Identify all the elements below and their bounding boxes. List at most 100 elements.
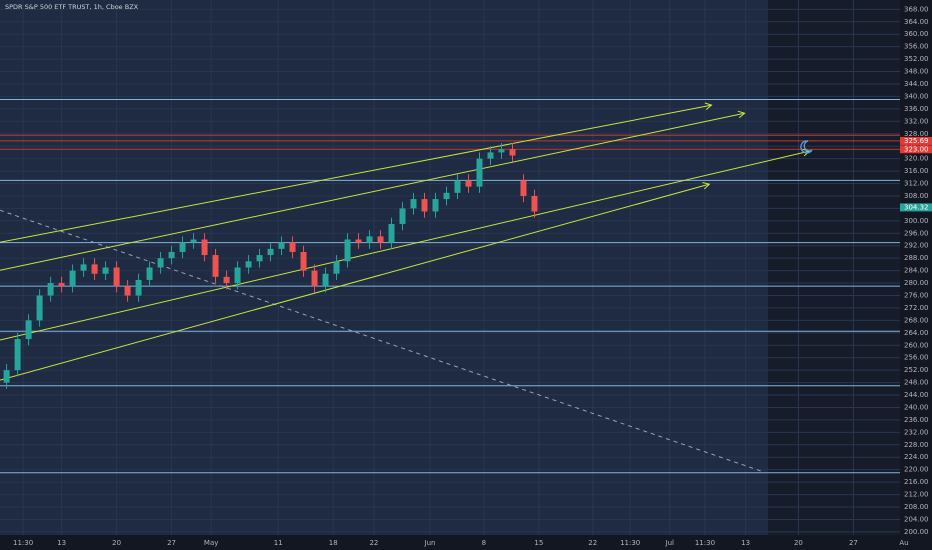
candle-body xyxy=(322,273,329,287)
candle-body xyxy=(157,258,164,268)
y-tick-label: 252.00 xyxy=(904,366,929,374)
candle-body xyxy=(278,242,285,249)
candle-body xyxy=(25,320,32,340)
y-tick-label: 284.00 xyxy=(904,267,929,275)
candle-body xyxy=(36,295,43,321)
candle-body xyxy=(69,270,76,287)
x-tick-label: Jul xyxy=(665,539,675,547)
y-tick-label: 272.00 xyxy=(904,304,929,312)
candle-body xyxy=(91,264,98,274)
y-tick-label: 208.00 xyxy=(904,503,929,511)
candle-body xyxy=(223,276,230,284)
price-label-box xyxy=(900,136,932,145)
y-tick-label: 328.00 xyxy=(904,130,929,138)
candle-body xyxy=(58,283,65,287)
candle-body xyxy=(190,239,197,243)
candle-body xyxy=(80,264,87,271)
y-tick-label: 280.00 xyxy=(904,279,929,287)
price-label-box xyxy=(900,203,932,212)
trend-line xyxy=(0,112,745,271)
y-tick-label: 228.00 xyxy=(904,441,929,449)
x-tick-label: 27 xyxy=(167,539,176,547)
x-tick-label: 11:30 xyxy=(620,539,640,547)
y-tick-label: 360.00 xyxy=(904,30,929,38)
price-label-box xyxy=(900,145,932,154)
candle-body xyxy=(135,279,142,296)
y-tick-label: 308.00 xyxy=(904,192,929,200)
arrow-head xyxy=(702,182,711,190)
y-tick-label: 220.00 xyxy=(904,466,929,474)
x-tick-label: 11 xyxy=(274,539,283,547)
y-tick-label: 352.00 xyxy=(904,55,929,63)
chart-title: SPDR S&P 500 ETF TRUST, 1h, Cboe BZX xyxy=(5,3,139,11)
grid xyxy=(0,0,905,535)
candle-body xyxy=(256,255,263,262)
moon-icon xyxy=(800,140,813,154)
y-tick-label: 232.00 xyxy=(904,428,929,436)
candle-body xyxy=(520,180,527,196)
candle-body xyxy=(432,199,439,212)
y-tick-label: 356.00 xyxy=(904,43,929,51)
candle-body xyxy=(498,149,505,153)
candle-body xyxy=(179,242,186,252)
x-tick-label: May xyxy=(204,539,218,547)
y-tick-label: 320.00 xyxy=(904,155,929,163)
y-tick-label: 248.00 xyxy=(904,379,929,387)
y-tick-label: 244.00 xyxy=(904,391,929,399)
x-tick-label: 8 xyxy=(482,539,486,547)
candle-body xyxy=(201,239,208,256)
y-tick-label: 240.00 xyxy=(904,403,929,411)
y-tick-label: 336.00 xyxy=(904,105,929,113)
x-tick-label: 13 xyxy=(741,539,750,547)
candle-body xyxy=(443,192,450,200)
y-tick-label: 288.00 xyxy=(904,254,929,262)
candle-body xyxy=(267,248,274,256)
candle-body xyxy=(476,158,483,187)
y-tick-label: 312.00 xyxy=(904,180,929,188)
y-tick-label: 204.00 xyxy=(904,515,929,523)
x-tick-label: 15 xyxy=(534,539,543,547)
x-tick-label: 11:30 xyxy=(13,539,33,547)
x-tick-label: Jun xyxy=(424,539,436,547)
candle-body xyxy=(399,208,406,224)
plot-area xyxy=(0,0,768,535)
x-tick-label: Au xyxy=(899,539,908,547)
dashed-line xyxy=(0,209,765,473)
candle-body xyxy=(102,267,109,274)
y-tick-label: 268.00 xyxy=(904,316,929,324)
y-tick-label: 316.00 xyxy=(904,167,929,175)
price-label: 304.32 xyxy=(904,203,929,211)
candle-body xyxy=(212,255,219,277)
y-tick-label: 260.00 xyxy=(904,341,929,349)
candle-body xyxy=(234,267,241,284)
x-tick-label: 22 xyxy=(369,539,378,547)
y-tick-label: 368.00 xyxy=(904,5,929,13)
candle-body xyxy=(3,370,10,383)
y-tick-label: 292.00 xyxy=(904,242,929,250)
y-tick-label: 332.00 xyxy=(904,117,929,125)
price-label: 325.69 xyxy=(904,137,929,145)
trend-line xyxy=(0,183,710,381)
candle-body xyxy=(410,199,417,209)
candle-body xyxy=(47,283,54,296)
y-tick-label: 236.00 xyxy=(904,416,929,424)
candle-body xyxy=(146,267,153,280)
candle-body xyxy=(366,236,373,243)
arrow-head xyxy=(704,102,713,110)
candle-body xyxy=(300,251,307,271)
x-tick-label: 20 xyxy=(112,539,121,547)
price-axis xyxy=(900,0,932,550)
y-tick-label: 216.00 xyxy=(904,478,929,486)
y-tick-label: 224.00 xyxy=(904,453,929,461)
candle-body xyxy=(421,199,428,212)
candle-body xyxy=(355,239,362,243)
y-tick-label: 200.00 xyxy=(904,528,929,536)
candle-body xyxy=(168,251,175,259)
candle-body xyxy=(289,242,296,252)
x-tick-label: 22 xyxy=(588,539,597,547)
candle-body xyxy=(509,149,516,156)
candle-body xyxy=(124,286,131,296)
candle-body xyxy=(487,152,494,159)
marks xyxy=(0,99,900,474)
